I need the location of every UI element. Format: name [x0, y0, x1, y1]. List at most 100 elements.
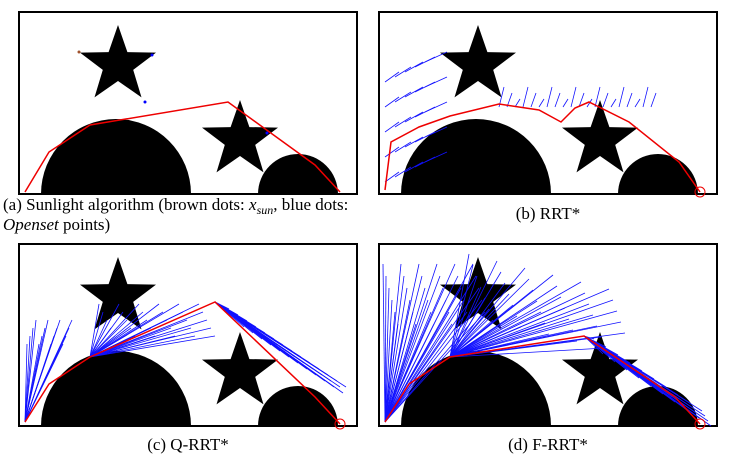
tree-edge: [394, 141, 412, 153]
tree-edge: [449, 314, 594, 358]
panel-c: [19, 244, 357, 430]
tree-edge: [554, 92, 561, 108]
tree-edge: [384, 311, 468, 423]
tree-edge: [404, 161, 424, 173]
tree-edge: [642, 86, 649, 108]
tree-edge: [89, 335, 176, 358]
tree-edge: [89, 327, 172, 358]
tree-edge: [404, 61, 424, 73]
tree-edge: [89, 335, 116, 358]
tree-edge: [384, 299, 429, 423]
tree-edge: [449, 303, 590, 358]
tree-edge: [414, 156, 436, 168]
tree-edge: [89, 327, 112, 358]
tree-edge: [384, 311, 396, 423]
tree-edge: [89, 335, 196, 358]
tree-edge: [618, 86, 625, 108]
tree-edge: [404, 136, 424, 148]
tree-edge: [384, 299, 393, 423]
panel-a: [19, 12, 357, 194]
tree-edge: [449, 253, 470, 358]
tree-edge: [449, 308, 490, 358]
tree-edge: [384, 121, 400, 133]
tree-edge: [562, 98, 569, 108]
tree-edge: [89, 303, 160, 358]
tree-edge: [602, 92, 609, 108]
tree-edge: [384, 71, 400, 83]
tree-edge: [414, 81, 436, 93]
tree-edge: [384, 311, 414, 423]
tree-edge: [404, 111, 424, 123]
tree-edge: [89, 319, 108, 358]
tree-edge: [384, 287, 390, 423]
tree-edge: [24, 343, 52, 423]
tree-edge: [449, 319, 494, 358]
tree-edge: [514, 98, 521, 108]
tree-edge: [384, 311, 432, 423]
tree-edge: [384, 299, 411, 423]
tree-edge: [394, 166, 412, 178]
tree-edge: [530, 92, 537, 108]
tree-edge: [382, 263, 386, 423]
tree-edge: [384, 323, 417, 423]
caption-d: (d) F-RRT*: [508, 435, 588, 454]
tree-edge: [414, 106, 436, 118]
tree-edge: [570, 86, 577, 108]
caption-b: (b) RRT*: [516, 204, 581, 223]
tree-edge: [546, 86, 553, 108]
tree-edge: [594, 86, 601, 108]
tree-edge: [89, 319, 148, 358]
tree-edge: [89, 335, 216, 358]
panel-d: [379, 244, 717, 430]
tree-edge: [449, 296, 562, 358]
caption-a-line2: Openset points): [3, 215, 110, 234]
tree-edge: [449, 311, 542, 358]
tree-edge: [89, 303, 140, 358]
tree-edge: [24, 327, 34, 423]
caption-c: (c) Q-RRT*: [147, 435, 229, 454]
tree-edge: [449, 293, 510, 358]
tree-edge: [449, 264, 474, 358]
tree-edge: [650, 92, 657, 108]
tree-edge: [384, 275, 441, 423]
tree-edge: [449, 292, 586, 358]
tree-edge: [24, 335, 31, 423]
tree-edge: [89, 327, 192, 358]
tree-edge: [384, 275, 387, 423]
tree-edge: [384, 146, 400, 158]
tree-edge: [449, 333, 550, 358]
tree-edge: [449, 322, 546, 358]
tree-edge: [449, 347, 606, 358]
tree-edge: [414, 131, 436, 143]
tree-edge: [404, 86, 424, 98]
caption-a: (a) Sunlight algorithm (brown dots: xsun…: [3, 195, 348, 217]
tree-edge: [384, 323, 471, 423]
tree-edge: [449, 281, 582, 358]
tree-edge: [634, 98, 641, 108]
tree-edge: [384, 323, 399, 423]
tree-edge: [449, 278, 530, 358]
tree-edge: [449, 318, 570, 358]
tree-edge: [449, 310, 618, 358]
tree-edge: [538, 98, 545, 108]
tree-edge: [384, 311, 450, 423]
tree-edge: [626, 92, 633, 108]
tree-edge: [384, 323, 435, 423]
tree-edge: [89, 319, 128, 358]
tree-edge: [449, 326, 522, 358]
tree-edge: [449, 315, 518, 358]
tree-edge: [414, 56, 436, 68]
tree-edge: [24, 343, 28, 423]
tree-edge: [384, 287, 408, 423]
tree-edge: [394, 116, 412, 128]
tree-edge: [384, 171, 400, 183]
tree-edge: [394, 66, 412, 78]
panel-b: [379, 12, 717, 198]
tree-edge: [384, 299, 483, 423]
tree-edge: [89, 311, 104, 358]
tree-edge: [89, 303, 120, 358]
tree-edge: [449, 260, 498, 358]
tree-edge: [394, 91, 412, 103]
